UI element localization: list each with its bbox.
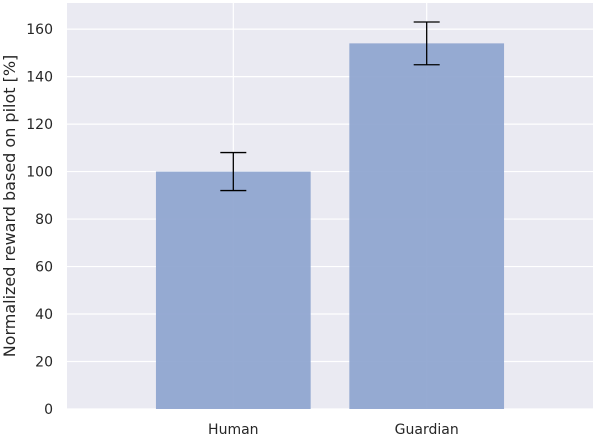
y-tick-label: 100: [26, 165, 53, 181]
y-tick-label: 140: [26, 70, 53, 86]
y-tick-label: 120: [26, 117, 53, 133]
x-tick-labels: Human Guardian: [208, 422, 459, 434]
y-axis-title: Normalized reward based on pilot [%]: [0, 55, 19, 358]
y-tick-label: 0: [44, 402, 53, 418]
y-tick-labels: 0 20 40 60 80 100 120 140 160: [26, 22, 53, 418]
y-tick-label: 160: [26, 22, 53, 38]
bar-guardian: [349, 43, 505, 409]
error-bars: [220, 21, 440, 192]
y-tick-label: 60: [35, 260, 53, 276]
plot-background: [67, 3, 593, 409]
x-tick-label-guardian: Guardian: [395, 422, 459, 434]
bar-human: [155, 171, 311, 409]
y-tick-label: 20: [35, 355, 53, 371]
y-tick-label: 40: [35, 307, 53, 323]
y-tick-label: 80: [35, 212, 53, 228]
x-tick-label-human: Human: [208, 422, 259, 434]
bars: [155, 43, 505, 409]
